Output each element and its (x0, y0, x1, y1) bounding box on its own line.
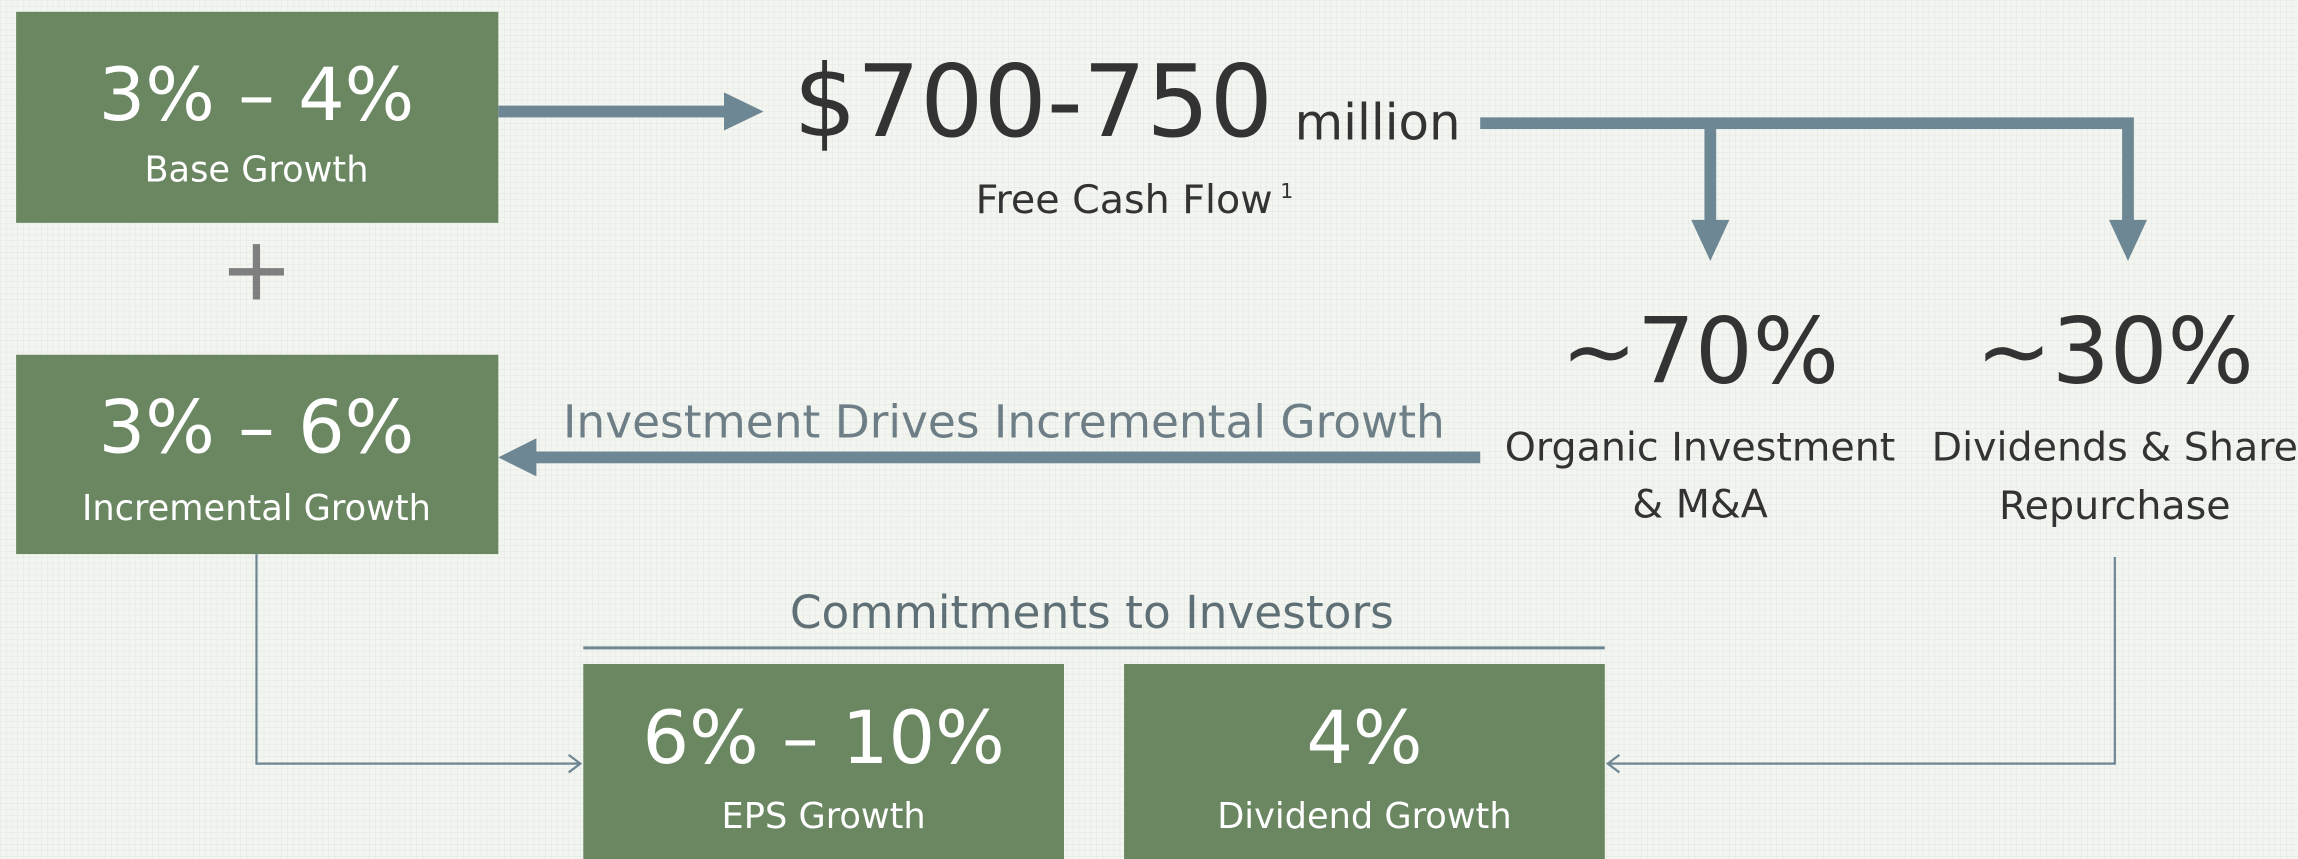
incremental-box (16, 354, 499, 555)
allocation-label: Repurchase (1999, 483, 2231, 529)
commitment-label: EPS Growth (722, 796, 926, 837)
commitments-title: Commitments to Investors (790, 586, 1394, 639)
base-box (16, 11, 499, 223)
incremental-label: Incremental Growth (82, 488, 431, 529)
arrowhead (2108, 219, 2148, 261)
commitment-box (583, 663, 1064, 859)
arrowhead (498, 438, 537, 477)
allocation-value: ~30% (1976, 300, 2254, 405)
cash-flow-unit: million (1295, 94, 1461, 152)
connector (1605, 557, 2116, 774)
footnote: 1 (1280, 179, 1293, 203)
base-value: 3% – 4% (99, 53, 415, 138)
split-arrow (1480, 117, 2134, 223)
allocation-value: ~70% (1561, 300, 1839, 405)
connector (255, 554, 583, 774)
plus: + (220, 218, 294, 321)
cash-flow-label: Free Cash Flow (976, 177, 1273, 223)
allocation-label: Organic Investment (1505, 425, 1896, 471)
commitment-label: Dividend Growth (1217, 796, 1511, 837)
incremental-value: 3% – 6% (99, 385, 415, 470)
commitment-box (1124, 663, 1605, 859)
commitment-value: 6% – 10% (642, 696, 1004, 781)
arrowhead (723, 92, 764, 131)
base-label: Base Growth (144, 150, 368, 191)
cash-flow-amount: $700-750 (793, 44, 1273, 160)
arrow-label: Investment Drives Incremental Growth (563, 396, 1445, 449)
arrowhead (1691, 219, 1730, 261)
commitment-value: 4% (1306, 696, 1422, 781)
allocation-label: Dividends & Share (1932, 425, 2298, 471)
allocation-label: & M&A (1632, 482, 1767, 528)
